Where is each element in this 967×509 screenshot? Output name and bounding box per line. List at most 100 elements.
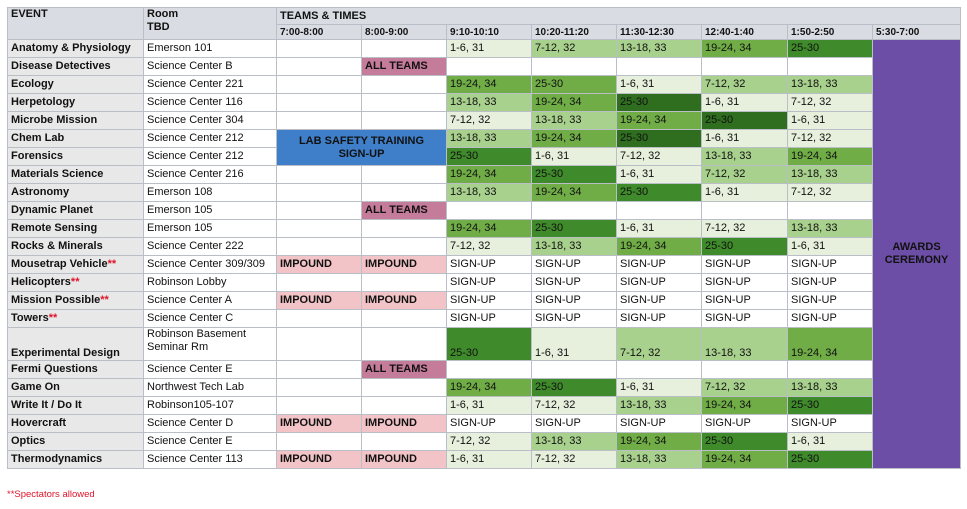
team-slot-cell: 7-12, 32: [446, 432, 532, 451]
team-slot-cell: SIGN-UP: [446, 273, 532, 292]
event-name: Astronomy: [11, 186, 70, 198]
spectators-allowed-marker: **: [107, 258, 117, 270]
empty-cell: [361, 183, 447, 202]
team-slot-cell: 19-24, 34: [446, 378, 532, 397]
team-slot-cell: 1-6, 31: [787, 237, 873, 256]
room-name: Robinson105-107: [147, 399, 234, 411]
team-slot-cell: 13-18, 33: [616, 396, 702, 415]
team-slot-cell: 13-18, 33: [787, 75, 873, 94]
table-row: Forensics Science Center 212 25-30 1-6, 31 7…: [7, 147, 961, 166]
team-slot-cell: 25-30: [446, 147, 532, 166]
table-row: Mission Possible** Science Center A IMPOUN…: [7, 291, 961, 310]
time-slot-header: 5:30-7:00: [871, 24, 962, 40]
room-cell: Science Center 212: [143, 147, 277, 166]
impound-cell: IMPOUND: [276, 414, 362, 433]
room-cell: Science Center C: [143, 309, 277, 328]
table-row: Hovercraft Science Center D IMPOUND IMPOUND…: [7, 414, 961, 433]
event-name: Mission Possible: [11, 294, 101, 306]
room-cell: Emerson 101: [143, 39, 277, 58]
table-row: Game On Northwest Tech Lab 19-24, 34 25-30 1…: [7, 378, 961, 397]
team-slot-cell: 7-12, 32: [616, 147, 702, 166]
empty-cell: [276, 39, 362, 58]
room-cell: Science Center 113: [143, 450, 277, 469]
time-slot-header: 12:40-1:40: [701, 24, 788, 40]
team-slot-cell: SIGN-UP: [616, 273, 702, 292]
team-slot-cell: 19-24, 34: [446, 75, 532, 94]
empty-cell: [276, 237, 362, 256]
event-name-cell: Fermi Questions: [7, 360, 144, 379]
team-slot-cell: 25-30: [701, 432, 788, 451]
team-slot-cell: SIGN-UP: [787, 309, 873, 328]
room-name: Science Center E: [147, 363, 233, 375]
event-name-cell: Write It / Do It: [7, 396, 144, 415]
empty-cell: [276, 57, 362, 76]
team-slot-cell: [531, 57, 617, 76]
team-slot-cell: 25-30: [616, 129, 702, 148]
team-slot-cell: 1-6, 31: [701, 183, 788, 202]
event-name-cell: Astronomy: [7, 183, 144, 202]
table-row: Rocks & Minerals Science Center 222 7-12, …: [7, 237, 961, 256]
event-name: Herpetology: [11, 96, 76, 108]
team-slot-cell: 1-6, 31: [701, 93, 788, 112]
event-name-cell: Rocks & Minerals: [7, 237, 144, 256]
empty-cell: [361, 93, 447, 112]
team-slot-cell: 25-30: [787, 39, 873, 58]
team-slot-cell: 1-6, 31: [531, 147, 617, 166]
team-slot-cell: [787, 57, 873, 76]
room-cell: Science Center 212: [143, 129, 277, 148]
team-slot-cell: 25-30: [616, 183, 702, 202]
team-slot-cell: [616, 57, 702, 76]
table-row: Write It / Do It Robinson105-107 1-6, 31 7-…: [7, 396, 961, 415]
team-slot-cell: 13-18, 33: [787, 219, 873, 238]
impound-cell: IMPOUND: [361, 255, 447, 274]
team-slot-cell: 7-12, 32: [701, 378, 788, 397]
team-slot-cell: 19-24, 34: [446, 219, 532, 238]
event-name-cell: Game On: [7, 378, 144, 397]
team-slot-cell: 7-12, 32: [701, 75, 788, 94]
team-slot-cell: SIGN-UP: [701, 291, 788, 310]
event-name-cell: Experimental Design: [7, 327, 144, 361]
team-slot-cell: 7-12, 32: [531, 450, 617, 469]
table-row: Chem Lab Science Center 212 LAB SAFETY TRA…: [7, 129, 961, 166]
table-row: Optics Science Center E 7-12, 32 13-18, 33 1…: [7, 432, 961, 451]
team-slot-cell: 19-24, 34: [531, 129, 617, 148]
room-name: Science Center 222: [147, 240, 244, 252]
event-name-cell: Herpetology: [7, 93, 144, 112]
room-cell: Emerson 105: [143, 219, 277, 238]
team-slot-cell: [531, 360, 617, 379]
room-name: Science Center E: [147, 435, 233, 447]
team-slot-cell: 19-24, 34: [616, 111, 702, 130]
room-name: Science Center 216: [147, 168, 244, 180]
empty-cell: [361, 75, 447, 94]
event-name: Game On: [11, 381, 60, 393]
time-slot-header: 10:20-11:20: [531, 24, 617, 40]
empty-cell: [276, 273, 362, 292]
team-slot-cell: [616, 360, 702, 379]
room-cell: Robinson Lobby: [143, 273, 277, 292]
room-name: Science Center 221: [147, 78, 244, 90]
team-slot-cell: 7-12, 32: [446, 111, 532, 130]
team-slot-cell: SIGN-UP: [701, 414, 788, 433]
empty-cell: [276, 75, 362, 94]
impound-cell: IMPOUND: [361, 450, 447, 469]
empty-cell: [276, 165, 362, 184]
team-slot-cell: 13-18, 33: [531, 111, 617, 130]
room-name: Science Center 116: [147, 96, 243, 108]
event-name: Write It / Do It: [11, 399, 82, 411]
room-name: Science Center 212: [147, 150, 244, 162]
event-name-cell: Anatomy & Physiology: [7, 39, 144, 58]
event-name-cell: Thermodynamics: [7, 450, 144, 469]
team-slot-cell: 25-30: [616, 93, 702, 112]
empty-cell: [361, 432, 447, 451]
spectators-allowed-marker: **: [48, 312, 58, 324]
event-name: Experimental Design: [11, 347, 120, 359]
room-cell: Science Center D: [143, 414, 277, 433]
team-slot-cell: 25-30: [701, 237, 788, 256]
event-name-cell: Hovercraft: [7, 414, 144, 433]
team-slot-cell: 19-24, 34: [446, 165, 532, 184]
empty-cell: [276, 201, 362, 220]
team-slot-cell: 1-6, 31: [446, 450, 532, 469]
awards-line2: CEREMONY: [884, 254, 949, 266]
team-slot-cell: 25-30: [446, 327, 532, 361]
room-cell: Science Center 116: [143, 93, 277, 112]
